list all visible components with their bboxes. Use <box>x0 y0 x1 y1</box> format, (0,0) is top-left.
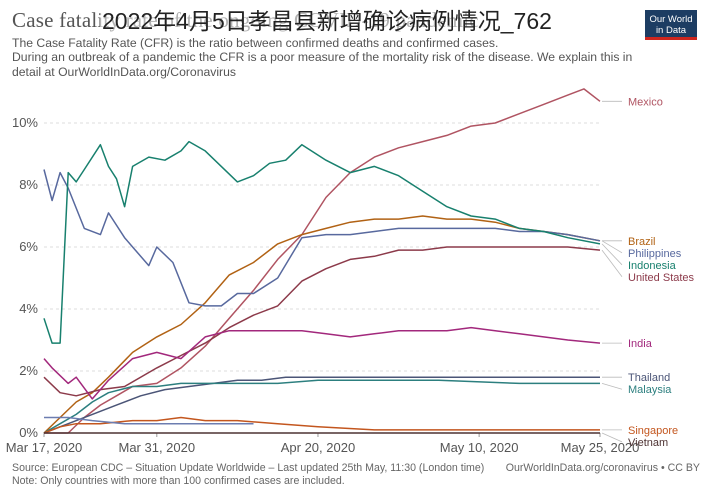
label-connector <box>601 243 623 266</box>
series-line-unlabeled-10[interactable] <box>44 416 254 425</box>
credit-link[interactable]: OurWorldInData.org/coronavirus • CC BY <box>505 462 700 474</box>
series-label-malaysia[interactable]: Malaysia <box>628 384 672 396</box>
owid-logo[interactable]: Our World in Data <box>645 10 697 40</box>
x-tick-label: Mar 17, 2020 <box>6 440 83 455</box>
subtitle-line: The Case Fatality Rate (CFR) is the rati… <box>12 36 499 50</box>
x-tick-label: May 10, 2020 <box>440 440 519 455</box>
series-line-malaysia[interactable] <box>43 379 600 434</box>
series-label-philippines[interactable]: Philippines <box>628 248 682 260</box>
series-line-mexico[interactable] <box>44 88 601 434</box>
subtitle-line: detail at OurWorldInData.org/Coronavirus <box>12 64 236 79</box>
series-label-india[interactable]: India <box>628 338 653 350</box>
label-connector <box>601 383 623 390</box>
series-line-philippines[interactable] <box>43 169 601 307</box>
series-label-mexico[interactable]: Mexico <box>628 96 663 108</box>
x-tick-label: Mar 31, 2020 <box>119 440 196 455</box>
y-tick-label: 2% <box>19 363 38 378</box>
y-tick-label: 8% <box>19 177 38 192</box>
series-line-indonesia[interactable] <box>43 140 601 344</box>
series-label-singapore[interactable]: Singapore <box>628 425 678 437</box>
y-tick-label: 10% <box>12 115 38 130</box>
x-tick-label: May 25, 2020 <box>561 440 640 455</box>
series-label-indonesia[interactable]: Indonesia <box>628 260 677 272</box>
series-line-thailand[interactable] <box>43 376 600 434</box>
footnote: Note: Only countries with more than 100 … <box>12 475 345 487</box>
series-line-singapore[interactable] <box>43 416 600 434</box>
label-connector <box>601 432 623 443</box>
y-tick-label: 4% <box>19 301 38 316</box>
series-label-thailand[interactable]: Thailand <box>628 372 670 384</box>
logo-line: Our World <box>649 14 693 25</box>
series-line-brazil[interactable] <box>43 215 601 434</box>
series-label-brazil[interactable]: Brazil <box>628 236 656 248</box>
label-connector <box>601 240 623 254</box>
series-line-india[interactable] <box>43 326 601 400</box>
y-tick-label: 0% <box>19 425 38 440</box>
axis-labels: 0% 2% 4% 6% 8% 10% Mar 17, 2020 Mar 31, 2020 Apr… <box>6 115 640 455</box>
source-note: Source: European CDC – Situation Update … <box>12 462 485 474</box>
chart-subtitle: The Case Fatality Rate (CFR) is the rati… <box>12 36 632 79</box>
subtitle-line: During an outbreak of a pandemic the CFR… <box>12 50 633 65</box>
label-connector <box>601 249 623 278</box>
series-lines <box>43 88 601 434</box>
series-label-vietnam[interactable]: Vietnam <box>628 437 668 449</box>
x-tick-label: Apr 20, 2020 <box>281 440 355 455</box>
overlay-title: 2022年4月5日孝昌县新增确诊病例情况_762 <box>100 2 554 36</box>
logo-line: in Data <box>655 25 687 36</box>
chart-footer: Source: European CDC – Situation Update … <box>12 462 700 488</box>
series-label-united-states[interactable]: United States <box>628 272 695 284</box>
y-tick-label: 6% <box>19 239 38 254</box>
series-line-united-states[interactable] <box>43 246 601 397</box>
